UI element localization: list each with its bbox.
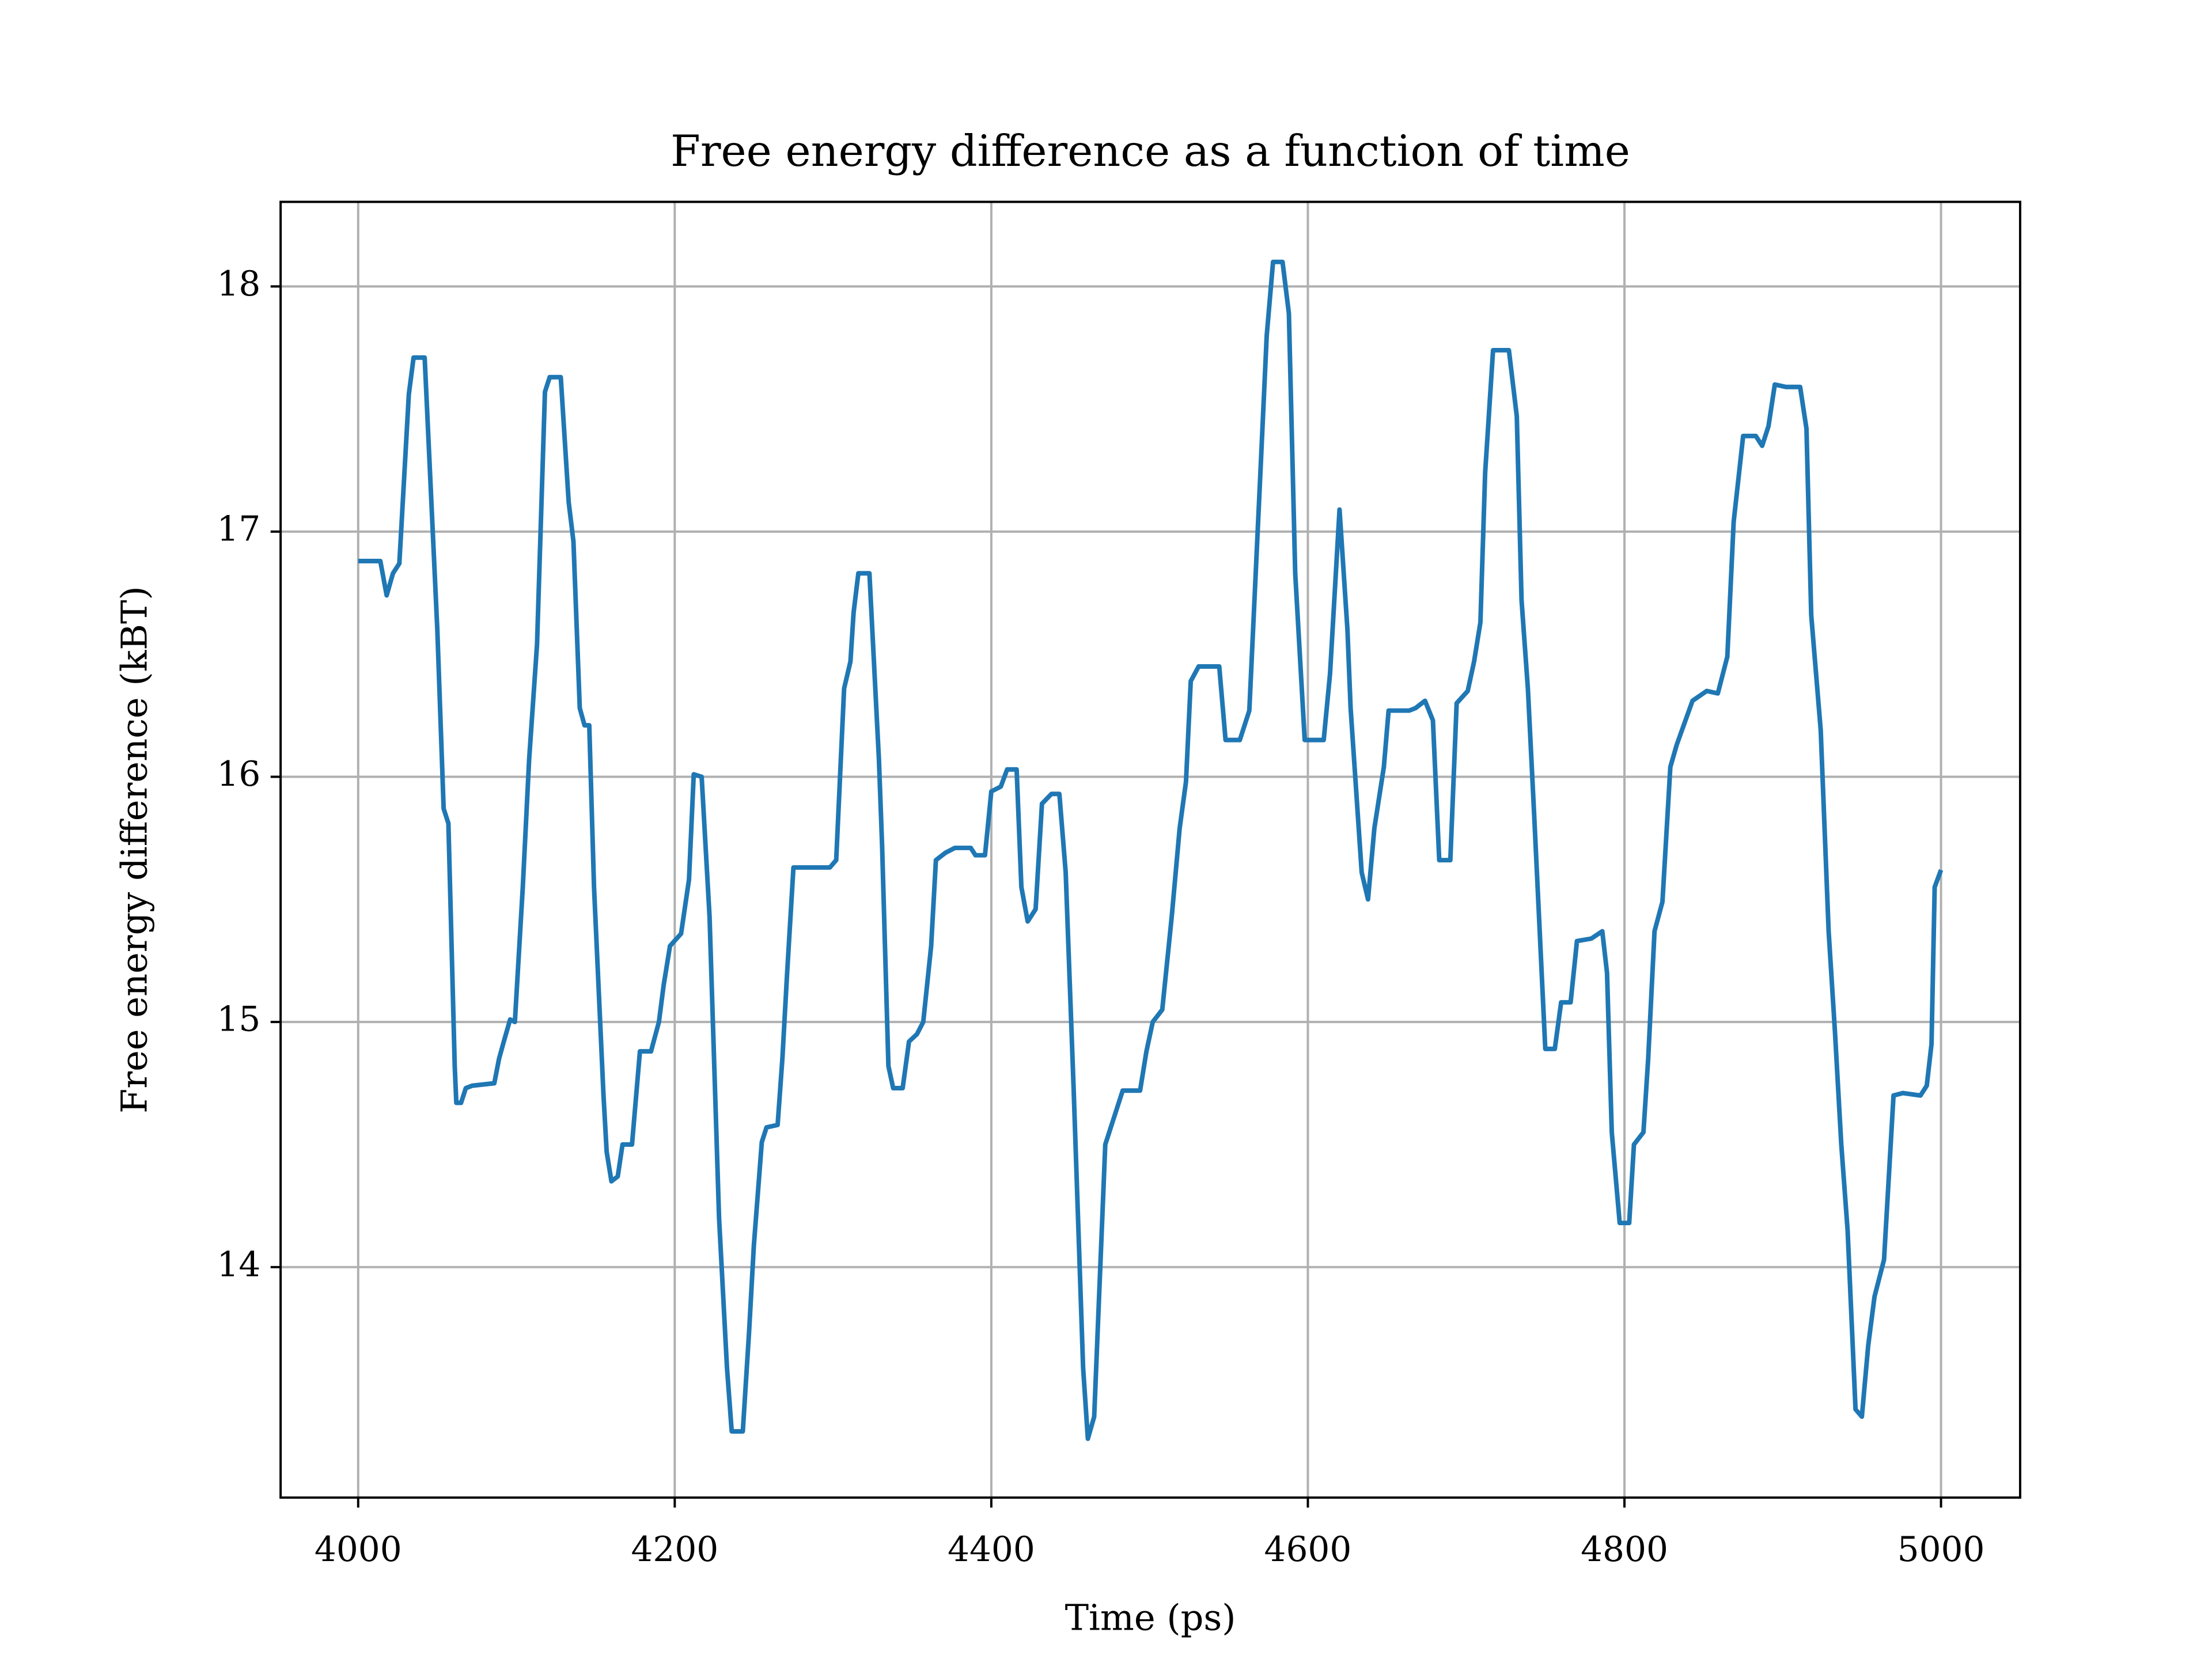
data-line — [358, 259, 1944, 1441]
grid — [281, 202, 2020, 1498]
x-tick-label: 4000 — [315, 1530, 402, 1570]
x-tick-label: 4800 — [1581, 1530, 1668, 1570]
x-tick-label: 4200 — [631, 1530, 718, 1570]
chart-title: Free energy difference as a function of … — [671, 126, 1630, 176]
axes-frame — [279, 200, 2021, 1499]
x-axis-label: Time (ps) — [1065, 1597, 1236, 1639]
y-tick-label: 15 — [217, 1000, 260, 1040]
y-axis-label: Free energy difference (kBT) — [113, 586, 156, 1113]
x-tick-label: 4400 — [948, 1530, 1035, 1570]
y-tick-label: 17 — [217, 509, 260, 549]
y-tick-label: 18 — [217, 264, 260, 304]
x-tick-label: 4600 — [1264, 1530, 1352, 1570]
plot-area — [358, 259, 1944, 1441]
x-tick-label: 5000 — [1897, 1530, 1985, 1570]
y-tick-label: 14 — [217, 1245, 260, 1285]
y-tick-label: 16 — [217, 755, 260, 794]
